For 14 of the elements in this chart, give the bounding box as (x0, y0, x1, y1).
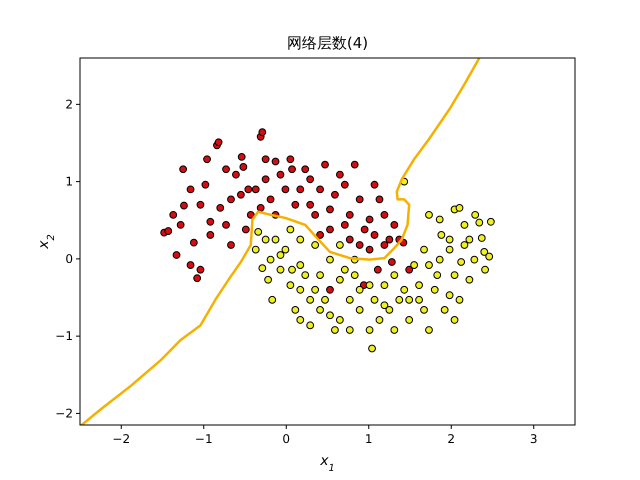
y-tick-label: 1 (65, 174, 73, 189)
x-tick-label: 1 (364, 432, 373, 446)
y-tick-label: −1 (55, 329, 73, 344)
y-tick-label: 0 (65, 252, 73, 266)
y-tick-label: −2 (55, 406, 73, 420)
x-tick-label: 2 (447, 432, 456, 446)
y-tick-label: 2 (65, 97, 73, 112)
x-tick-label: −2 (112, 432, 130, 446)
x-tick-label: 3 (530, 432, 538, 446)
x-axis-title: x$_{1}$ (319, 453, 335, 474)
line-series (80, 58, 481, 425)
x-tick-label: −1 (194, 432, 213, 446)
x-tick-label: 0 (282, 432, 290, 446)
chart-title: 网络层数(4) (286, 34, 368, 52)
